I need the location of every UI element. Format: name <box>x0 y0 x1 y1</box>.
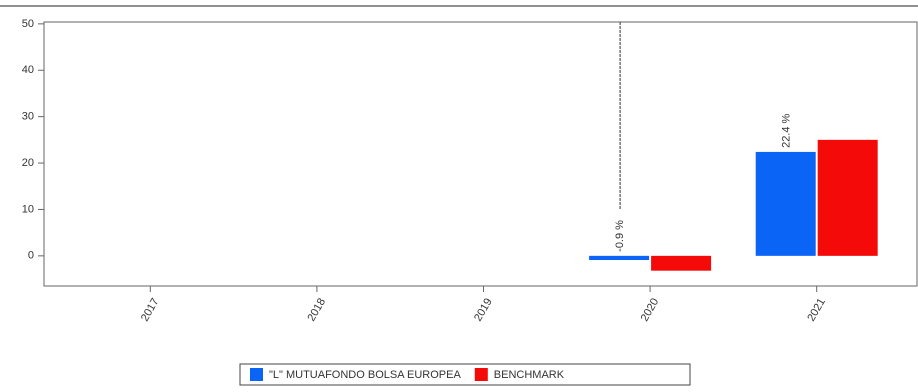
bar <box>589 255 650 261</box>
bar <box>817 139 878 256</box>
value-label: -0.9 % <box>614 220 626 252</box>
x-tick-label: 2017 <box>139 296 162 323</box>
y-tick-label: 10 <box>22 203 34 215</box>
legend-label: BENCHMARK <box>494 369 565 381</box>
bar <box>651 255 712 271</box>
x-tick-label: 2020 <box>639 296 662 323</box>
x-tick-label: 2018 <box>306 296 329 323</box>
value-label: 22.4 % <box>781 113 793 147</box>
y-tick-label: 50 <box>22 18 34 30</box>
plot-frame <box>43 21 918 287</box>
y-tick-label: 30 <box>22 111 34 123</box>
x-tick-label: 2019 <box>472 296 495 323</box>
legend-swatch <box>474 368 488 381</box>
legend-box <box>239 363 691 386</box>
bar <box>755 151 816 256</box>
y-tick-label: 20 <box>22 157 34 169</box>
y-tick-label: 0 <box>28 250 34 262</box>
y-tick-label: 40 <box>22 64 34 76</box>
legend-swatch <box>250 368 263 381</box>
x-tick-label: 2021 <box>805 296 828 323</box>
legend-label: "L" MUTUAFONDO BOLSA EUROPEA <box>269 369 461 381</box>
